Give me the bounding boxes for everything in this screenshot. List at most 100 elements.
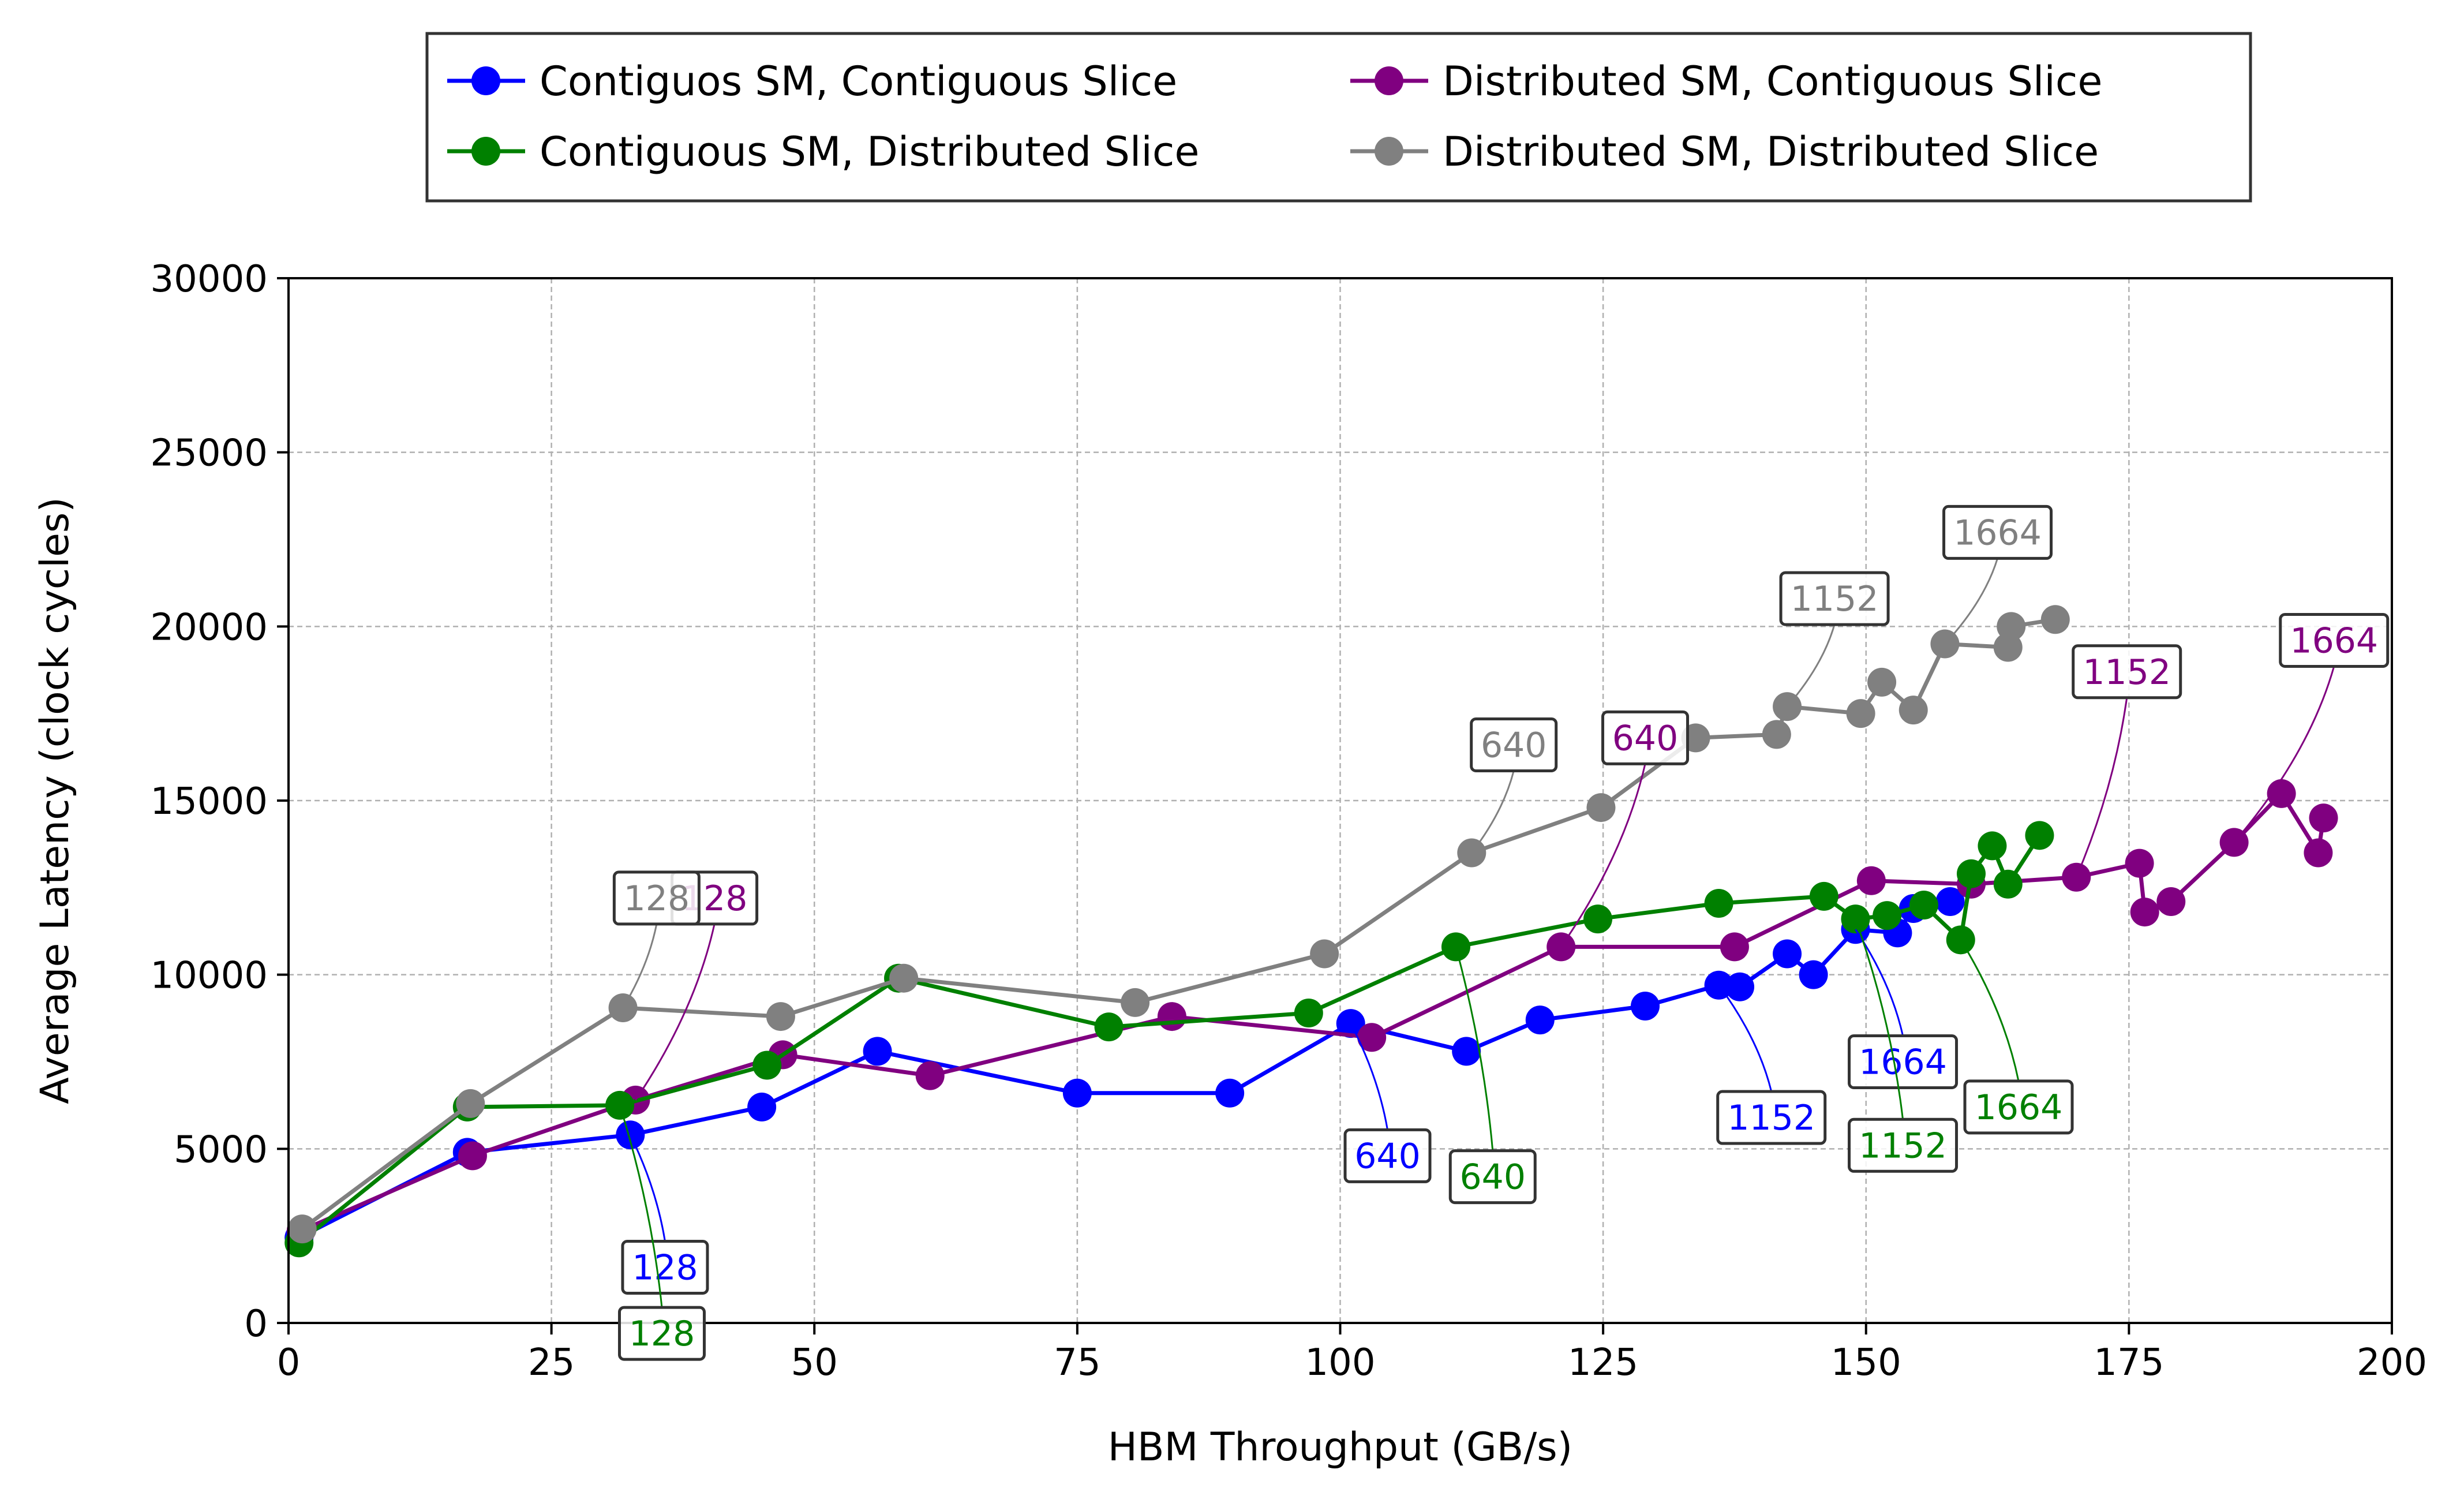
data-label-box — [1601, 710, 1690, 765]
legend-label: Distributed SM, Contiguous Slice — [1443, 58, 2102, 105]
data-label-leader — [1786, 624, 1836, 708]
data-point — [1993, 869, 2023, 899]
legend-label: Contiguous SM, Distributed Slice — [540, 128, 1199, 175]
data-point — [1809, 881, 1838, 911]
data-point — [1310, 939, 1339, 969]
data-label: 128 — [621, 1134, 709, 1295]
data-label: 640 — [1343, 1023, 1432, 1183]
data-label-text: 640 — [1481, 725, 1547, 765]
data-label-text: 1152 — [1859, 1126, 1947, 1166]
data-label-leader — [1944, 558, 1998, 645]
data-label-box — [1848, 1034, 1959, 1089]
data-label-leader — [619, 1105, 663, 1308]
data-point — [1898, 696, 1928, 725]
data-point — [458, 1141, 487, 1171]
data-point — [1357, 1023, 1387, 1052]
data-label: 1664 — [1848, 929, 1959, 1089]
y-tick-label: 25000 — [150, 432, 268, 475]
data-label-text: 128 — [632, 1247, 698, 1288]
data-label-leader — [1560, 764, 1646, 948]
x-tick-label: 75 — [1054, 1341, 1100, 1384]
x-tick-label: 25 — [528, 1341, 575, 1384]
data-point — [915, 1061, 945, 1090]
x-tick-label: 200 — [2357, 1341, 2427, 1384]
data-label-text: 128 — [629, 1314, 695, 1354]
legend-entry: Distributed SM, Contiguous Slice — [1350, 58, 2102, 105]
data-label-text: 1664 — [1859, 1042, 1947, 1083]
data-label-box — [1848, 1117, 1959, 1173]
data-label-text: 1152 — [2083, 652, 2171, 693]
data-point — [1525, 1005, 1555, 1035]
data-label-box — [1343, 1128, 1432, 1183]
data-label-leader — [2233, 666, 2335, 843]
data-point — [1867, 667, 1897, 697]
data-label-text: 1152 — [1791, 579, 1879, 619]
data-label-text: 640 — [1354, 1136, 1421, 1176]
data-point — [1157, 1002, 1186, 1031]
data-label-box — [1942, 504, 2053, 560]
legend-swatch-marker — [471, 66, 500, 95]
data-label-text: 128 — [624, 879, 690, 919]
data-label-leader — [1455, 947, 1494, 1151]
legend-swatch-marker — [1375, 137, 1403, 166]
data-point — [1725, 972, 1755, 1001]
data-point — [1846, 699, 1875, 728]
y-tick-label: 5000 — [174, 1128, 268, 1171]
data-label: 1664 — [1942, 504, 2053, 645]
data-label-text: 1152 — [1727, 1098, 1815, 1138]
data-label: 1152 — [2072, 644, 2182, 878]
data-label-leader — [1471, 771, 1515, 854]
data-point — [2304, 838, 2333, 868]
data-label-leader — [629, 1134, 666, 1242]
data-point — [1773, 939, 1802, 969]
data-point — [2267, 779, 2296, 808]
data-point — [2309, 803, 2338, 833]
data-point — [1062, 1078, 1092, 1108]
y-tick-label: 30000 — [150, 258, 268, 301]
data-label: 640 — [1560, 710, 1690, 948]
data-label: 640 — [1448, 947, 1537, 1205]
data-label-leader — [1960, 939, 2020, 1082]
data-label-leader — [1350, 1023, 1388, 1130]
data-label-box — [1448, 1149, 1537, 1205]
data-point — [2156, 887, 2186, 916]
data-label-leader — [2075, 697, 2128, 878]
data-point — [1720, 932, 1749, 962]
y-tick-label: 15000 — [150, 780, 268, 823]
legend-entry: Contiguous SM, Distributed Slice — [447, 128, 1199, 175]
data-label-text: 1664 — [2290, 620, 2378, 661]
legend-entry: Contiguos SM, Contiguous Slice — [447, 58, 1177, 105]
data-label-leader — [1855, 918, 1904, 1120]
legend-label: Distributed SM, Distributed Slice — [1443, 128, 2099, 175]
data-point — [747, 1092, 777, 1122]
data-label-leader — [622, 924, 658, 1008]
data-label-box — [1963, 1079, 2074, 1135]
data-point — [1583, 904, 1613, 934]
data-label-box — [2072, 644, 2182, 700]
data-label: 1664 — [2233, 612, 2390, 843]
data-label-box — [1470, 717, 1558, 772]
data-label: 1152 — [1848, 918, 1959, 1173]
y-tick-label: 20000 — [150, 606, 268, 649]
ticks: 0 25 50 75 100 125 150 175 200 0 5000 10000 15000 200… — [150, 258, 2427, 1384]
data-point — [456, 1089, 485, 1118]
data-point — [1935, 887, 1965, 916]
data-label-text: 1664 — [1953, 513, 2042, 553]
data-label-text: 640 — [1612, 718, 1679, 758]
data-point — [1909, 891, 1938, 919]
data-point — [287, 1214, 317, 1244]
y-tick-label: 10000 — [150, 955, 268, 997]
data-label: 1664 — [1960, 939, 2074, 1135]
x-tick-label: 150 — [1831, 1341, 1901, 1384]
data-label-text: 1664 — [1975, 1087, 2063, 1128]
data-point — [752, 1051, 782, 1080]
data-label-leader — [635, 924, 716, 1101]
data-label-box — [1716, 1090, 1827, 1145]
data-label-box — [612, 870, 701, 926]
data-point — [1586, 793, 1616, 823]
data-point — [2130, 898, 2159, 927]
x-axis-label: HBM Throughput (GB/s) — [1108, 1425, 1572, 1470]
y-axis-label: Average Latency (clock cycles) — [32, 497, 78, 1104]
